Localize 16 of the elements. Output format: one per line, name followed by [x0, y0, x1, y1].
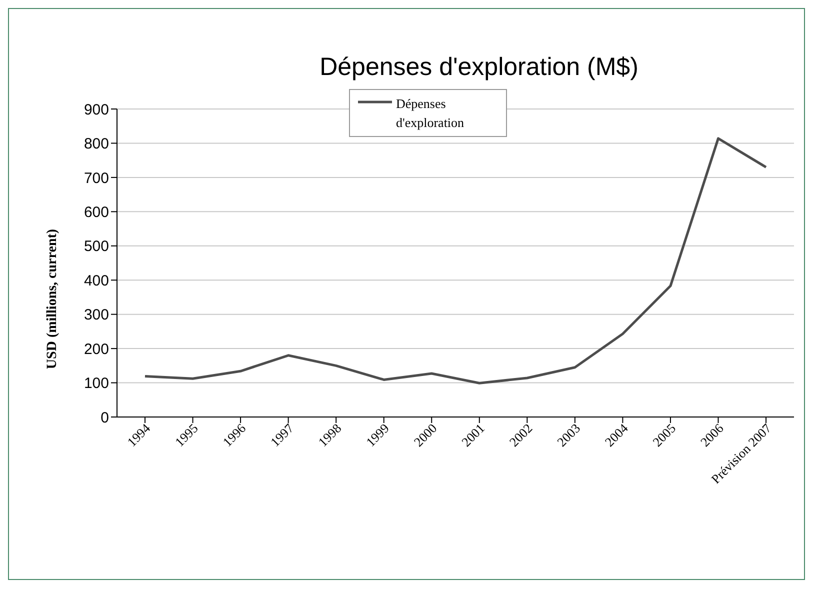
y-tick-label: 300: [84, 306, 109, 324]
y-tick-label: 100: [84, 375, 109, 392]
y-tick-label: 200: [84, 340, 109, 358]
y-tick-label: 500: [84, 238, 109, 256]
y-tick-label: 800: [84, 136, 109, 153]
y-tick-label: 600: [84, 204, 109, 221]
x-tick-label: 1999: [362, 420, 392, 450]
y-tick-label: 400: [84, 272, 109, 290]
legend-label: Dépenses d'exploration: [396, 95, 466, 132]
line-series: [144, 137, 768, 384]
y-tick-label: 900: [84, 101, 109, 118]
y-axis-title: USD (millions, current): [45, 228, 61, 370]
y-tick-label: 700: [84, 170, 109, 187]
y-tick-label: 0: [100, 409, 109, 426]
x-tick-label: 2001: [458, 420, 488, 450]
chart-title: Dépenses d'exploration (M$): [318, 53, 640, 82]
